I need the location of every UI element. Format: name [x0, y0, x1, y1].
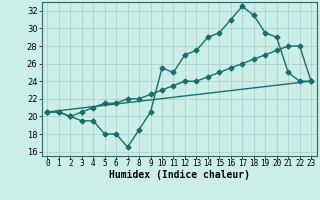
X-axis label: Humidex (Indice chaleur): Humidex (Indice chaleur): [109, 170, 250, 180]
